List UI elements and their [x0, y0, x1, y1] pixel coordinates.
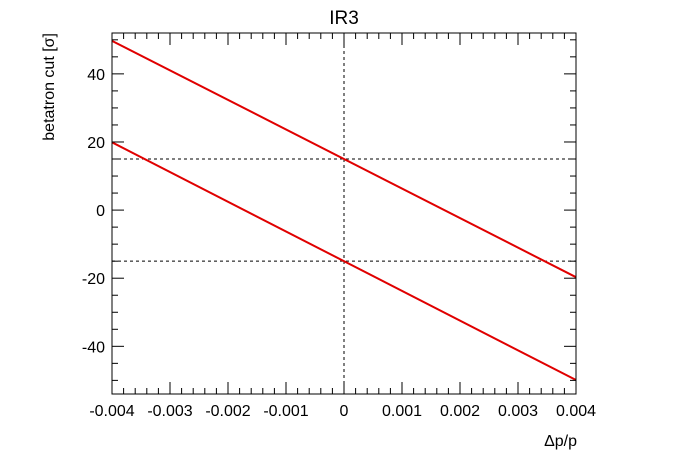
x-tick-label: -0.003	[147, 403, 192, 420]
y-tick-label: 40	[87, 67, 105, 84]
reference-lines	[112, 33, 576, 394]
series-line-2	[111, 141, 577, 381]
y-tick-label: 20	[87, 135, 105, 152]
plot-frame	[111, 32, 577, 395]
y-tick-label: -40	[82, 339, 105, 356]
y-axis-label: betatron cut [σ]	[41, 33, 58, 141]
x-tick-label: 0	[340, 403, 349, 420]
chart-title: IR3	[329, 8, 359, 29]
x-tick-label: 0.001	[382, 403, 422, 420]
x-tick-labels: -0.004 -0.003 -0.002 -0.001 0 0.001 0.002 0.003…	[89, 403, 596, 420]
series-group	[111, 39, 577, 381]
x-tick-label: -0.004	[89, 403, 134, 420]
y-tick-label: -20	[82, 271, 105, 288]
x-axis-label: Δp/p	[544, 433, 577, 450]
x-tick-label: 0.004	[556, 403, 596, 420]
series-line-1	[111, 39, 577, 279]
x-tick-label: 0.003	[498, 403, 538, 420]
x-tick-label: -0.001	[263, 403, 308, 420]
x-tick-label: 0.002	[440, 403, 480, 420]
y-tick-labels: -40 -20 0 20 40	[82, 67, 105, 356]
y-tick-label: 0	[96, 203, 105, 220]
x-tick-label: -0.002	[205, 403, 250, 420]
